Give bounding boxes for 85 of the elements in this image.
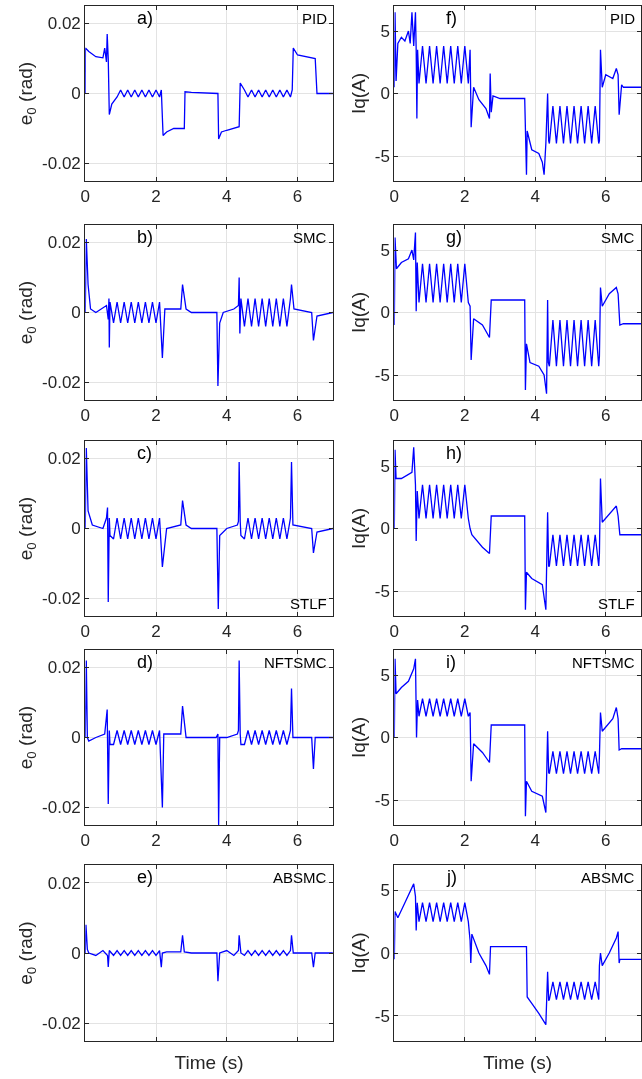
y-tick-label: 0.02 bbox=[47, 873, 81, 893]
annotation: STLF bbox=[290, 595, 327, 612]
x-tick-label: 6 bbox=[292, 187, 303, 207]
x-tick-label: 4 bbox=[530, 187, 541, 207]
x-tick-label: 6 bbox=[601, 406, 611, 426]
line-series bbox=[394, 11, 641, 176]
annotation: STLF bbox=[598, 595, 635, 612]
annotation: ABSMC bbox=[273, 869, 327, 886]
y-axis-title: Iq(A) bbox=[347, 291, 369, 334]
y-tick-label: 5 bbox=[380, 881, 390, 901]
x-tick-label: 2 bbox=[151, 187, 161, 207]
y-tick-label: 0 bbox=[71, 943, 81, 963]
annotation: c) bbox=[137, 443, 152, 463]
x-tick-label: 4 bbox=[530, 406, 541, 426]
annotation: ABSMC bbox=[581, 869, 635, 886]
annotation: b) bbox=[137, 227, 154, 247]
x-axis-title: Time (s) bbox=[483, 1051, 553, 1073]
x-tick-label: 2 bbox=[460, 187, 470, 207]
y-tick-label: 0 bbox=[380, 303, 390, 323]
x-tick-label: 4 bbox=[530, 622, 541, 642]
y-tick-label: -0.02 bbox=[42, 154, 81, 174]
y-tick-label: -5 bbox=[374, 790, 390, 810]
annotation: NFTSMC bbox=[572, 654, 635, 671]
x-tick-label: 2 bbox=[151, 622, 161, 642]
y-tick-label: 0 bbox=[71, 519, 81, 539]
annotation: NFTSMC bbox=[264, 654, 327, 671]
x-tick-label: 6 bbox=[601, 622, 611, 642]
y-tick-label: 0 bbox=[380, 519, 390, 539]
y-axis-title: Iq(A) bbox=[347, 716, 369, 759]
x-axis-title: Time (s) bbox=[174, 1051, 244, 1073]
x-tick-label: 2 bbox=[151, 406, 161, 426]
x-tick-label: 2 bbox=[460, 406, 470, 426]
annotation: PID bbox=[302, 10, 328, 27]
y-tick-label: 0 bbox=[380, 728, 390, 748]
x-tick-label: 4 bbox=[222, 831, 232, 851]
y-tick-label: 0.02 bbox=[47, 449, 81, 469]
x-tick-label: 2 bbox=[460, 622, 470, 642]
y-tick-label: -0.02 bbox=[42, 373, 81, 393]
y-axis-title: Iq(A) bbox=[347, 932, 369, 974]
y-tick-label: -0.02 bbox=[42, 1014, 81, 1034]
line-series bbox=[85, 447, 333, 610]
y-tick-label: 0 bbox=[71, 303, 81, 323]
line-series bbox=[394, 446, 641, 611]
y-tick-label: 0.02 bbox=[47, 658, 81, 678]
x-tick-label: 6 bbox=[292, 831, 303, 851]
y-tick-label: 5 bbox=[380, 665, 390, 685]
x-tick-label: 6 bbox=[292, 406, 303, 426]
y-axis-title: Iq(A) bbox=[347, 507, 369, 550]
y-tick-label: 0 bbox=[380, 84, 390, 104]
x-tick-label: 6 bbox=[601, 831, 611, 851]
annotation: PID bbox=[610, 10, 636, 27]
annotation: a) bbox=[137, 8, 154, 28]
annotation: h) bbox=[446, 443, 463, 463]
x-tick-label: 6 bbox=[601, 187, 611, 207]
annotation: f) bbox=[446, 8, 457, 28]
y-tick-label: 5 bbox=[380, 456, 390, 476]
y-tick-label: 5 bbox=[380, 240, 390, 260]
x-tick-label: 4 bbox=[222, 622, 232, 642]
y-tick-label: -0.02 bbox=[42, 589, 81, 609]
annotation: j) bbox=[446, 867, 457, 887]
x-tick-label: 2 bbox=[460, 831, 470, 851]
annotation: SMC bbox=[601, 229, 635, 246]
y-tick-label: 0.02 bbox=[47, 233, 81, 253]
x-tick-label: 4 bbox=[222, 406, 232, 426]
y-tick-label: 0.02 bbox=[47, 14, 81, 34]
y-tick-label: 5 bbox=[380, 21, 390, 41]
annotation: d) bbox=[137, 652, 154, 672]
y-tick-label: -5 bbox=[374, 365, 390, 385]
annotation: SMC bbox=[293, 229, 327, 246]
y-tick-label: -0.02 bbox=[42, 798, 81, 818]
annotation: g) bbox=[446, 227, 463, 247]
y-tick-label: 0 bbox=[71, 728, 81, 748]
y-tick-label: 0 bbox=[71, 84, 81, 104]
annotation: i) bbox=[446, 652, 456, 672]
x-tick-label: 6 bbox=[292, 622, 303, 642]
y-tick-label: -5 bbox=[374, 1006, 390, 1026]
y-tick-label: -5 bbox=[374, 581, 390, 601]
annotation: e) bbox=[137, 867, 154, 887]
y-axis-title: Iq(A) bbox=[347, 72, 369, 115]
x-tick-label: 2 bbox=[151, 831, 161, 851]
line-series bbox=[394, 231, 641, 395]
y-tick-label: 0 bbox=[380, 943, 390, 963]
y-tick-label: -5 bbox=[374, 146, 390, 166]
x-tick-label: 4 bbox=[222, 187, 232, 207]
x-tick-label: 4 bbox=[530, 831, 541, 851]
